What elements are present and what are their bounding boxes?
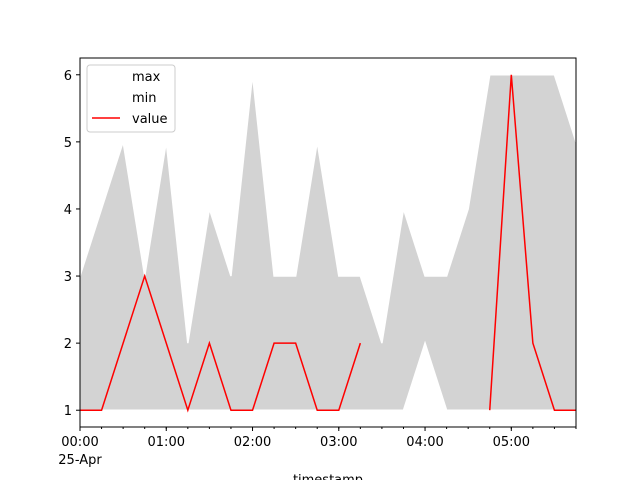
x-date-label: 25-Apr — [58, 453, 102, 468]
y-tick-label: 6 — [64, 69, 72, 84]
legend-box — [86, 64, 176, 133]
y-tick-label: 2 — [64, 337, 72, 352]
legend-label: min — [132, 91, 157, 106]
x-tick-label: 03:00 — [320, 435, 357, 450]
legend: max min value — [86, 64, 176, 133]
x-axis-label: timestamp — [293, 473, 363, 480]
x-tick-label: 05:00 — [493, 435, 530, 450]
x-tick-label: 01:00 — [148, 435, 185, 450]
y-tick-label: 4 — [64, 203, 72, 218]
x-tick-label: 04:00 — [406, 435, 443, 450]
legend-label: value — [132, 112, 168, 127]
y-tick-label: 3 — [64, 270, 72, 285]
x-tick-label: 02:00 — [234, 435, 271, 450]
series-line — [80, 74, 576, 413]
axes-frame — [79, 57, 577, 428]
y-tick-label: 5 — [64, 136, 72, 151]
range-fill — [80, 74, 576, 411]
plot-area — [79, 74, 577, 413]
x-tick-label: 00:00 — [61, 435, 98, 450]
legend-label: max — [132, 70, 161, 85]
series-line — [79, 74, 577, 344]
y-tick-label: 1 — [64, 404, 72, 419]
